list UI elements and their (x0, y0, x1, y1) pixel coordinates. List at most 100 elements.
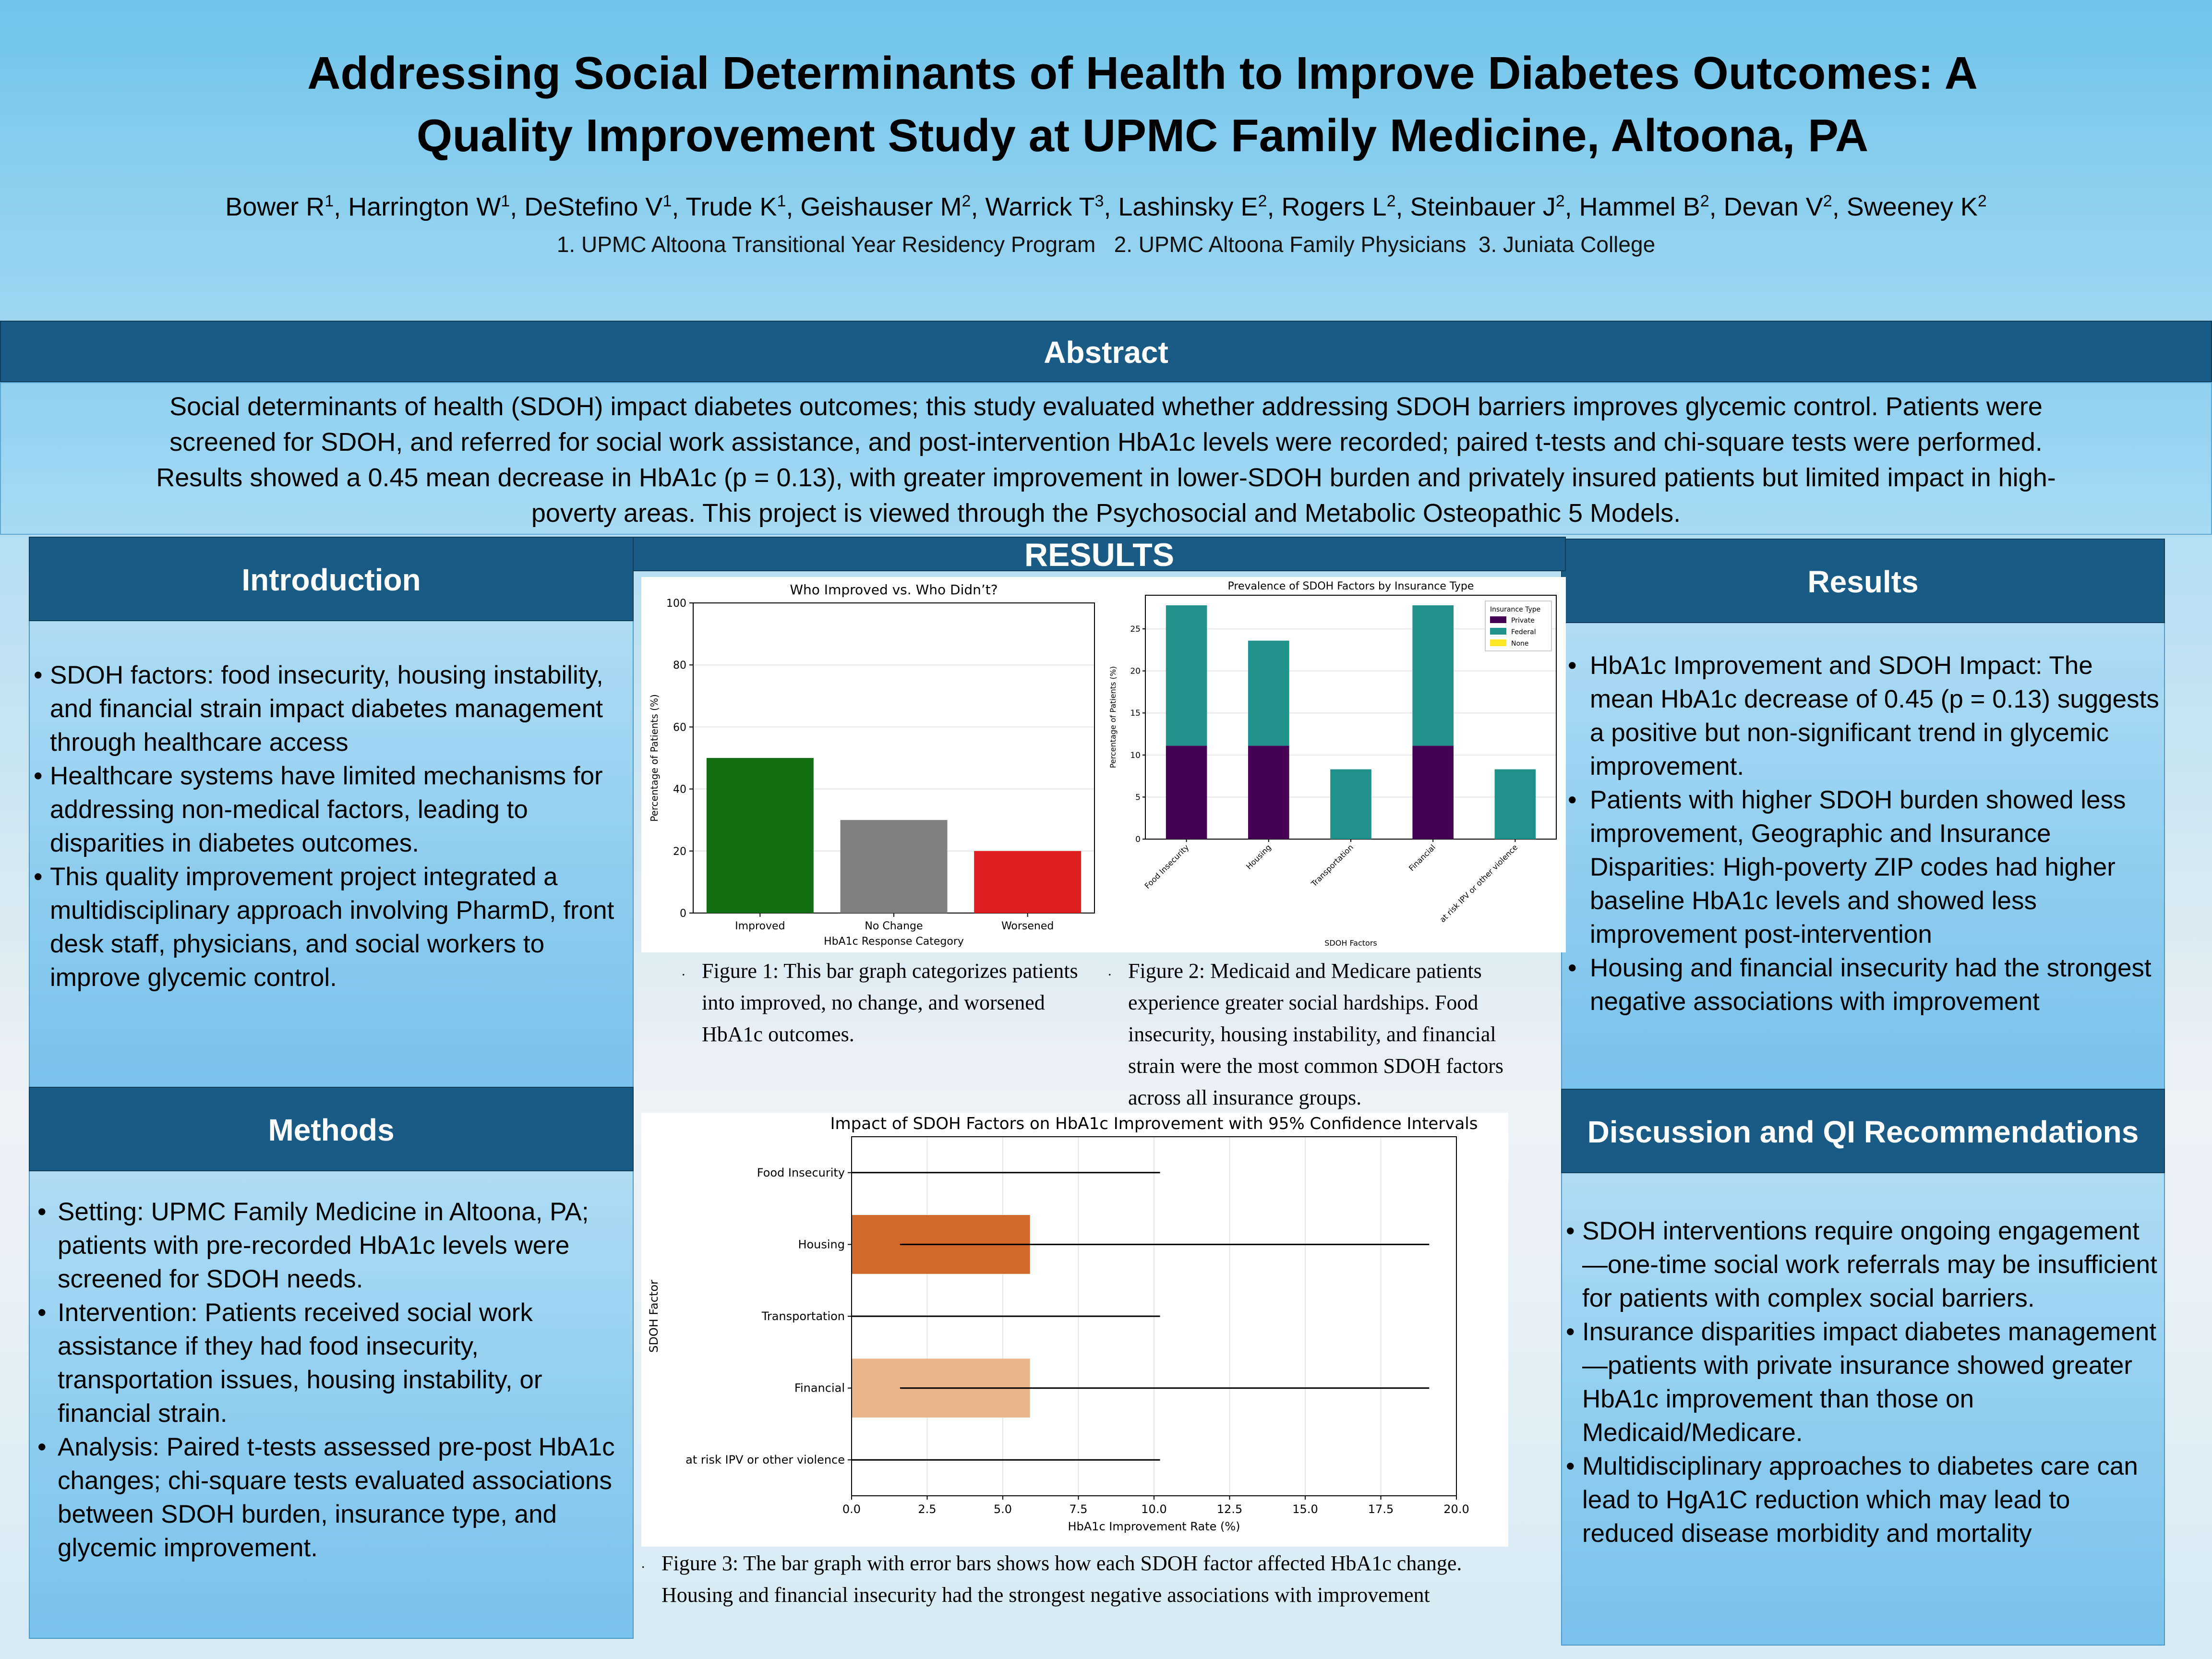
affiliations: 1. UPMC Altoona Transitional Year Reside… (556, 232, 1656, 257)
legend-swatch (1490, 616, 1506, 623)
abstract-line: Social determinants of health (SDOH) imp… (169, 392, 2043, 421)
author-affiliation-mark: 1 (501, 192, 510, 210)
author-name: Harrington W (348, 192, 501, 221)
figure-1-chart: 0 20 40 60 80 100 Improved No Change Worsened Who… (641, 577, 1105, 952)
abstract-heading: Abstract (0, 321, 2212, 382)
bar (974, 851, 1082, 913)
results-list: HbA1c Improvement and SDOH Impact: The m… (1566, 649, 2161, 1019)
title-line-2: Quality Improvement Study at UPMC Family… (416, 110, 1869, 161)
poster-title: Addressing Social Determinants of Health… (144, 42, 2141, 167)
chart-title: Who Improved vs. Who Didn’t? (790, 582, 998, 598)
y-tick-label: 25 (1130, 625, 1141, 634)
discussion-heading: Discussion and QI Recommendations (1561, 1089, 2165, 1173)
y-tick-label: 20 (673, 846, 686, 858)
x-tick-label: at risk IPV or other violence (1438, 842, 1519, 924)
x-tick-label: No Change (865, 920, 923, 932)
stacked-bar-segment (1412, 745, 1454, 839)
y-tick-label: 100 (666, 598, 686, 610)
x-tick-label: 7.5 (1069, 1503, 1087, 1516)
author-name: Steinbauer J (1410, 192, 1556, 221)
y-tick-label: Financial (794, 1382, 845, 1395)
y-tick-label: 10 (1130, 751, 1141, 760)
y-tick-label: 80 (673, 660, 686, 672)
x-tick-label: 2.5 (918, 1503, 936, 1516)
author-name: Rogers L (1281, 192, 1387, 221)
list-item: Healthcare systems have limited mechanis… (32, 759, 627, 860)
title-line-1: Addressing Social Determinants of Health… (307, 48, 1978, 99)
x-tick-label: 15.0 (1292, 1503, 1318, 1516)
list-item: HbA1c Improvement and SDOH Impact: The m… (1566, 649, 2161, 783)
introduction-list: SDOH factors: food insecurity, housing i… (32, 659, 627, 995)
figure-2-chart: 0 5 10 15 20 25 Food Insecurity Housing Transpor… (1105, 577, 1566, 952)
x-tick-label: 17.5 (1368, 1503, 1394, 1516)
y-tick-label: 60 (673, 721, 686, 733)
author-affiliation-mark: 1 (325, 192, 334, 210)
x-tick-label: 5.0 (994, 1503, 1012, 1516)
author-name: Geishauser M (800, 192, 962, 221)
x-tick-label: 12.5 (1217, 1503, 1242, 1516)
stacked-bar-segment (1166, 605, 1207, 746)
caption-bullet: . (641, 1555, 645, 1571)
x-axis-label: HbA1c Improvement Rate (%) (1068, 1520, 1240, 1533)
figure-2-svg: 0 5 10 15 20 25 Food Insecurity Housing Transpor… (1108, 580, 1557, 948)
author-name: Sweeney K (1846, 192, 1978, 221)
author-affiliation-mark: 2 (1700, 192, 1709, 210)
figure-3-chart: 0.0 2.5 5.0 7.5 10.0 12.5 15.0 17.5 20.0 Food Ins… (641, 1113, 1508, 1547)
x-tick-label: 20.0 (1443, 1503, 1469, 1516)
author-affiliation-mark: 1 (662, 192, 672, 210)
caption-bullet: . (682, 963, 685, 979)
list-item: Housing and financial insecurity had the… (1566, 951, 2161, 1019)
y-tick-label: 5 (1135, 793, 1141, 802)
y-tick-label: at risk IPV or other violence (685, 1453, 845, 1467)
stacked-bar-segment (1248, 745, 1289, 839)
x-axis-label: SDOH Factors (1324, 938, 1377, 948)
author-affiliation-mark: 2 (1977, 192, 1987, 210)
list-item: Setting: UPMC Family Medicine in Altoona… (36, 1195, 621, 1296)
author-affiliation-mark: 3 (1094, 192, 1104, 210)
author-list: Bower R1, Harrington W1, DeStefino V1, T… (225, 192, 1987, 221)
y-tick-label: 0 (1135, 835, 1141, 844)
plot-frame (851, 1136, 1457, 1496)
caption-text: Figure 2: Medicaid and Medicare patients… (1128, 959, 1504, 1109)
list-item: This quality improvement project integra… (32, 860, 627, 995)
x-tick-label: Housing (1244, 842, 1273, 871)
author-name: DeStefino V (524, 192, 663, 221)
methods-heading: Methods (29, 1087, 634, 1171)
author-name: Devan V (1723, 192, 1823, 221)
list-item: Insurance disparities impact diabetes ma… (1564, 1315, 2159, 1450)
y-axis-label: Percentage of Patients (%) (1108, 666, 1118, 768)
figure-1-svg: 0 20 40 60 80 100 Improved No Change Worsened Who… (649, 582, 1095, 948)
y-tick-label: 40 (673, 784, 686, 796)
author-name: Trude K (685, 192, 777, 221)
figure-1-caption: . Figure 1: This bar graph categorizes p… (682, 955, 1100, 1050)
y-tick-label: Housing (798, 1238, 845, 1251)
stacked-bar-segment (1494, 769, 1536, 839)
results-banner: RESULTS (633, 537, 1566, 572)
list-item: Multidisciplinary approaches to diabetes… (1564, 1450, 2159, 1551)
figure-3-caption: . Figure 3: The bar graph with error bar… (641, 1548, 1554, 1611)
author-affiliation-mark: 2 (1823, 192, 1832, 210)
stacked-bar-segment (1412, 605, 1454, 746)
caption-bullet: . (1108, 963, 1112, 979)
stacked-bar-segment (1166, 745, 1207, 839)
author-name: Hammel B (1579, 192, 1700, 221)
list-item: SDOH factors: food insecurity, housing i… (32, 659, 627, 759)
discussion-list: SDOH interventions require ongoing engag… (1564, 1214, 2159, 1551)
x-tick-label: Food Insecurity (1143, 842, 1191, 890)
author-affiliation-mark: 2 (1386, 192, 1396, 210)
y-axis-label: SDOH Factor (647, 1280, 661, 1353)
author-affiliation-mark: 2 (962, 192, 971, 210)
list-item: SDOH interventions require ongoing engag… (1564, 1214, 2159, 1315)
stacked-bar-segment (1248, 640, 1289, 746)
y-tick-label: 20 (1130, 667, 1141, 676)
author-name: Warrick T (985, 192, 1095, 221)
legend-label: Federal (1511, 628, 1536, 636)
author-affiliation-mark: 1 (777, 192, 786, 210)
x-axis-label: HbA1c Response Category (824, 936, 964, 948)
bar (840, 820, 948, 913)
abstract-line: Results showed a 0.45 mean decrease in H… (156, 463, 2056, 492)
abstract-line: poverty areas. This project is viewed th… (531, 499, 1681, 528)
author-name: Bower R (225, 192, 325, 221)
y-tick-label: 15 (1130, 709, 1141, 718)
caption-text: Housing and financial insecurity had the… (661, 1583, 1430, 1607)
